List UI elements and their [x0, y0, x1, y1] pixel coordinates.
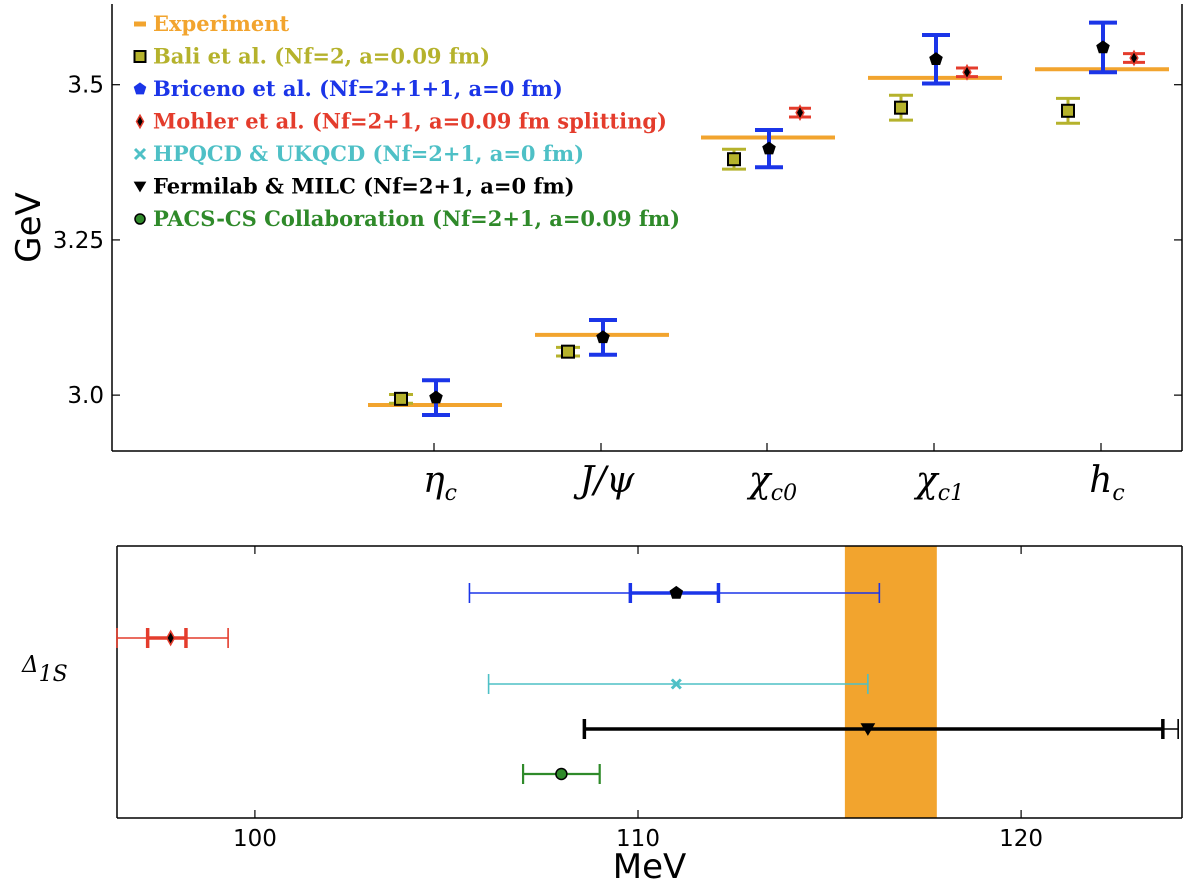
data-point [670, 678, 682, 690]
data-point [795, 104, 805, 122]
data-point [669, 585, 684, 599]
spectrum-panel: 3.0 3.25 3.5 GeV ηc J/ψ χc0 χc1 hc Experiment Bali… [9, 4, 1183, 506]
legend-label: PACS-CS Collaboration (Nf=2+1, a=0.09 fm… [153, 206, 680, 231]
data-point [429, 390, 443, 404]
legend-label: Bali et al. (Nf=2, a=0.09 fm) [153, 44, 490, 69]
data-point [929, 52, 943, 65]
experiment-band [844, 546, 937, 818]
data-point [1129, 49, 1139, 67]
data-point [165, 629, 176, 647]
data-point [596, 330, 610, 344]
data-point [894, 100, 908, 115]
y-tick-label: 3.0 [67, 383, 104, 409]
category-subscript: c [1112, 481, 1124, 506]
legend-marker [133, 147, 147, 161]
y-axis-title: Δ1S [21, 652, 68, 687]
category-subscript: c0 [771, 481, 797, 506]
category-subscript: c [445, 481, 457, 506]
legend-label: Mohler et al. (Nf=2+1, a=0.09 fm splitti… [153, 109, 667, 134]
legend-label: Briceno et al. (Nf=2+1+1, a=0 fm) [153, 76, 563, 101]
x-marker-stroke [133, 147, 147, 161]
category-label: J/ψ [573, 460, 636, 501]
data-point [394, 391, 408, 406]
category-label: χc0 [746, 460, 797, 506]
category-label: χc1 [913, 460, 964, 506]
x-tick-label: 100 [233, 826, 277, 852]
category-label: hc [1089, 460, 1125, 506]
category-label: ηc [423, 460, 457, 506]
data-point [727, 152, 741, 167]
y-axis-subscript: 1S [39, 662, 68, 687]
x-tick-label: 120 [999, 826, 1043, 852]
legend-marker [135, 113, 145, 130]
y-tick-label: 3.5 [67, 73, 104, 99]
y-axis-title: GeV [9, 192, 49, 263]
legend-marker [134, 21, 146, 27]
data-point [1061, 103, 1075, 118]
x-tick-label: 110 [616, 826, 660, 852]
legend-label: Fermilab & MILC (Nf=2+1, a=0 fm) [153, 174, 575, 199]
legend-label: HPQCD & UKQCD (Nf=2+1, a=0 fm) [153, 141, 584, 166]
legend-label: Experiment [153, 11, 289, 36]
legend-marker [133, 50, 147, 63]
hyperfine-panel: 100 110 120 MeV Δ1S [21, 545, 1183, 886]
data-point [555, 767, 568, 781]
y-tick-label: 3.25 [53, 228, 104, 254]
data-point [561, 344, 575, 359]
legend-marker [133, 82, 147, 95]
data-point [962, 63, 972, 81]
legend-marker [133, 181, 147, 193]
data-point [860, 723, 876, 736]
x-axis-title: MeV [613, 847, 687, 886]
category-subscript: c1 [938, 481, 964, 506]
legend-marker [134, 213, 146, 225]
data-point [1096, 40, 1110, 54]
x-marker-stroke [670, 678, 682, 690]
data-point [762, 141, 776, 155]
